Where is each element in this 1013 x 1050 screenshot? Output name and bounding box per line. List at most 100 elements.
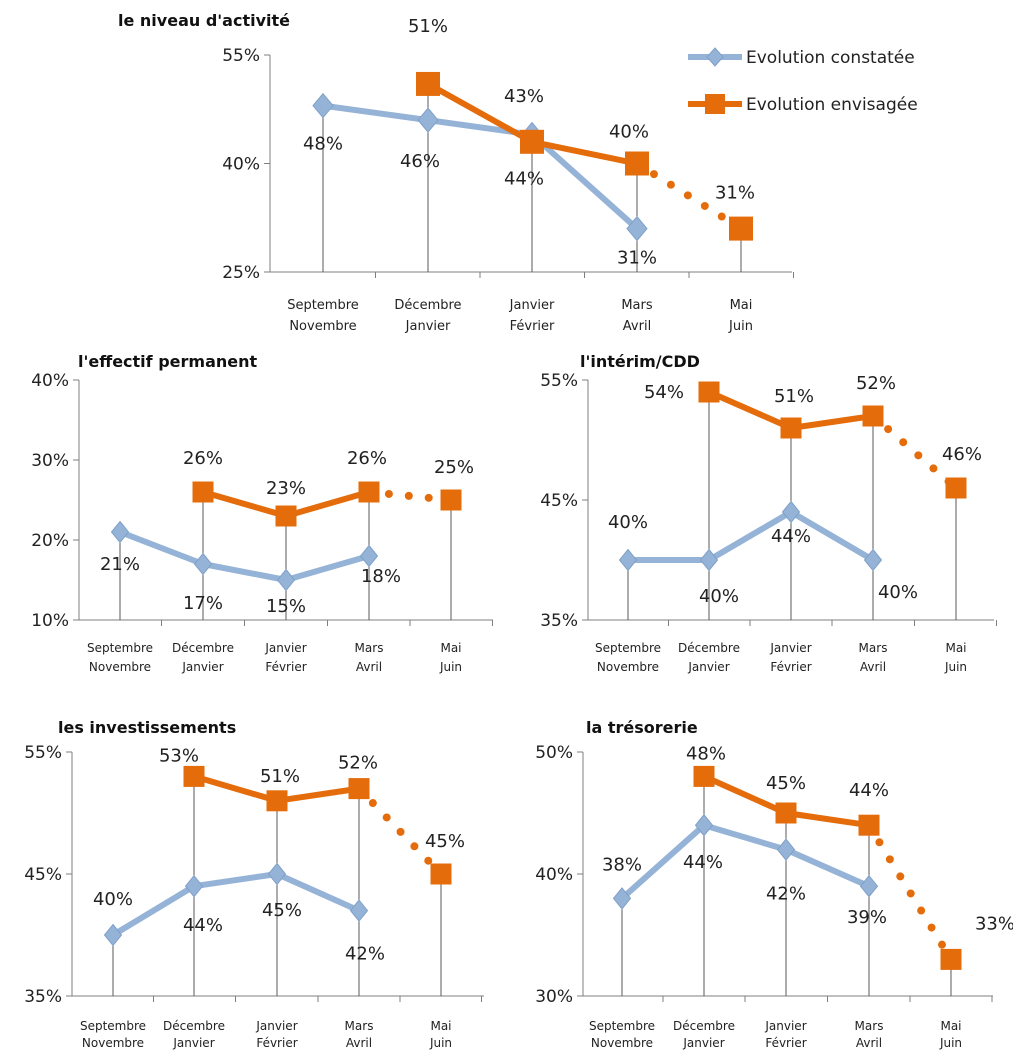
data-point-envisagee: [858, 814, 880, 836]
x-tick-label: Novembre: [597, 660, 659, 674]
y-tick-label: 30%: [535, 987, 573, 1007]
series-line-envisagee-dotted: [865, 821, 955, 964]
x-tick-label: Mars: [345, 1019, 374, 1033]
data-label: 44%: [849, 780, 889, 801]
y-tick-label: 35%: [540, 611, 578, 631]
data-label: 38%: [602, 854, 642, 875]
data-label: 51%: [260, 766, 300, 787]
y-tick-label: 30%: [31, 451, 69, 471]
data-label: 42%: [345, 944, 385, 965]
data-point-constatee: [184, 874, 204, 898]
data-point-envisagee: [266, 790, 288, 812]
data-label: 40%: [878, 582, 918, 603]
data-point-envisagee: [358, 481, 380, 503]
y-tick-label: 35%: [24, 987, 62, 1007]
x-tick-label: Septembre: [595, 641, 661, 655]
data-point-envisagee: [625, 151, 649, 176]
chart-title: le niveau d'activité: [118, 11, 290, 30]
x-tick-label: Janvier: [264, 641, 306, 655]
data-label: 52%: [856, 373, 896, 394]
x-tick-label: Février: [265, 660, 306, 674]
data-label: 44%: [683, 852, 723, 873]
x-tick-label: Janvier: [255, 1019, 297, 1033]
x-tick-label: Janvier: [509, 298, 555, 313]
x-tick-label: Mai: [430, 1019, 451, 1033]
y-tick-label: 55%: [222, 46, 260, 66]
data-label: 15%: [266, 596, 306, 617]
series-line-constatee: [628, 509, 875, 563]
data-label: 17%: [183, 593, 223, 614]
x-tick-label: Juin: [429, 1036, 452, 1050]
legend: Evolution constatée Evolution envisagée: [688, 47, 918, 115]
x-tick-label: Janvier: [687, 660, 729, 674]
data-label: 21%: [100, 554, 140, 575]
data-label: 26%: [183, 448, 223, 469]
series-line-constatee: [322, 102, 640, 231]
x-tick-label: Novembre: [289, 319, 356, 334]
data-point-constatee: [859, 874, 879, 898]
chart-title: les investissements: [58, 718, 236, 737]
y-tick-label: 45%: [24, 865, 62, 885]
data-label: 26%: [347, 448, 387, 469]
x-tick-label: Novembre: [89, 660, 151, 674]
data-point-envisagee: [698, 381, 720, 403]
x-tick-label: Septembre: [589, 1019, 655, 1033]
data-point-envisagee: [430, 863, 452, 885]
chart-activite: le niveau d'activité 25% 40% 55% Septembre No…: [118, 11, 794, 334]
x-tick-label: Mai: [730, 298, 753, 313]
data-point-constatee: [699, 548, 719, 572]
data-point-envisagee: [192, 481, 214, 503]
x-tick-label: Septembre: [287, 298, 359, 313]
x-tick-label: Septembre: [80, 1019, 146, 1033]
x-tick-label: Novembre: [82, 1036, 144, 1050]
legend-entry: Evolution envisagée: [746, 95, 918, 115]
x-tick-label: Novembre: [591, 1036, 653, 1050]
x-tick-label: Mai: [440, 641, 461, 655]
data-point-constatee: [612, 887, 632, 910]
x-tick-label: Avril: [346, 1036, 372, 1050]
x-tick-label: Janvier: [769, 641, 811, 655]
data-point-constatee: [694, 813, 714, 837]
x-tick-label: Avril: [860, 660, 886, 674]
data-label: 39%: [847, 907, 887, 928]
data-label: 51%: [408, 16, 448, 37]
data-point-envisagee: [348, 778, 370, 800]
chart-investissements: les investissements 35% 45% 55% Septembre Nov…: [24, 718, 484, 1050]
data-label: 40%: [93, 889, 133, 910]
chart-title: l'effectif permanent: [78, 352, 257, 371]
data-point-envisagee: [275, 505, 297, 527]
data-point-constatee: [276, 568, 296, 592]
data-point-constatee: [417, 107, 439, 133]
data-label: 31%: [617, 248, 657, 269]
x-tick-label: Décembre: [394, 298, 461, 313]
data-label: 44%: [183, 915, 223, 936]
data-point-constatee: [863, 548, 883, 572]
series-line-constatee: [118, 529, 370, 583]
data-point-constatee: [626, 215, 648, 242]
y-tick-label: 10%: [31, 611, 69, 631]
chart-interim: l'intérim/CDD 35% 45% 55% Septembre Novembre D…: [540, 352, 997, 674]
y-tick-label: 25%: [222, 263, 260, 283]
data-label: 46%: [400, 151, 440, 172]
y-tick-label: 55%: [24, 743, 62, 763]
data-label: 31%: [715, 183, 755, 204]
data-point-constatee: [103, 923, 123, 947]
data-point-envisagee: [945, 477, 967, 499]
x-tick-label: Février: [256, 1036, 297, 1050]
x-tick-label: Mars: [355, 641, 384, 655]
data-point-envisagee: [693, 765, 715, 787]
x-tick-label: Avril: [856, 1036, 882, 1050]
data-label: 45%: [262, 900, 302, 921]
data-label: 44%: [504, 169, 544, 190]
data-point-envisagee: [940, 948, 962, 970]
chart-tresorerie: la trésorerie 30% 40% 50% Septembre Novembre D…: [535, 718, 1013, 1050]
data-label: 48%: [686, 743, 726, 764]
chart-effectif: l'effectif permanent 10% 20% 30% 40% Septembr…: [31, 352, 493, 674]
data-point-envisagee: [729, 216, 753, 241]
y-tick-label: 40%: [31, 371, 69, 391]
series-line-envisagee-dotted: [365, 488, 455, 504]
legend-marker-diamond: [706, 47, 724, 67]
x-tick-label: Mars: [621, 298, 653, 313]
data-point-constatee: [349, 899, 369, 922]
series-line-constatee: [620, 822, 871, 901]
